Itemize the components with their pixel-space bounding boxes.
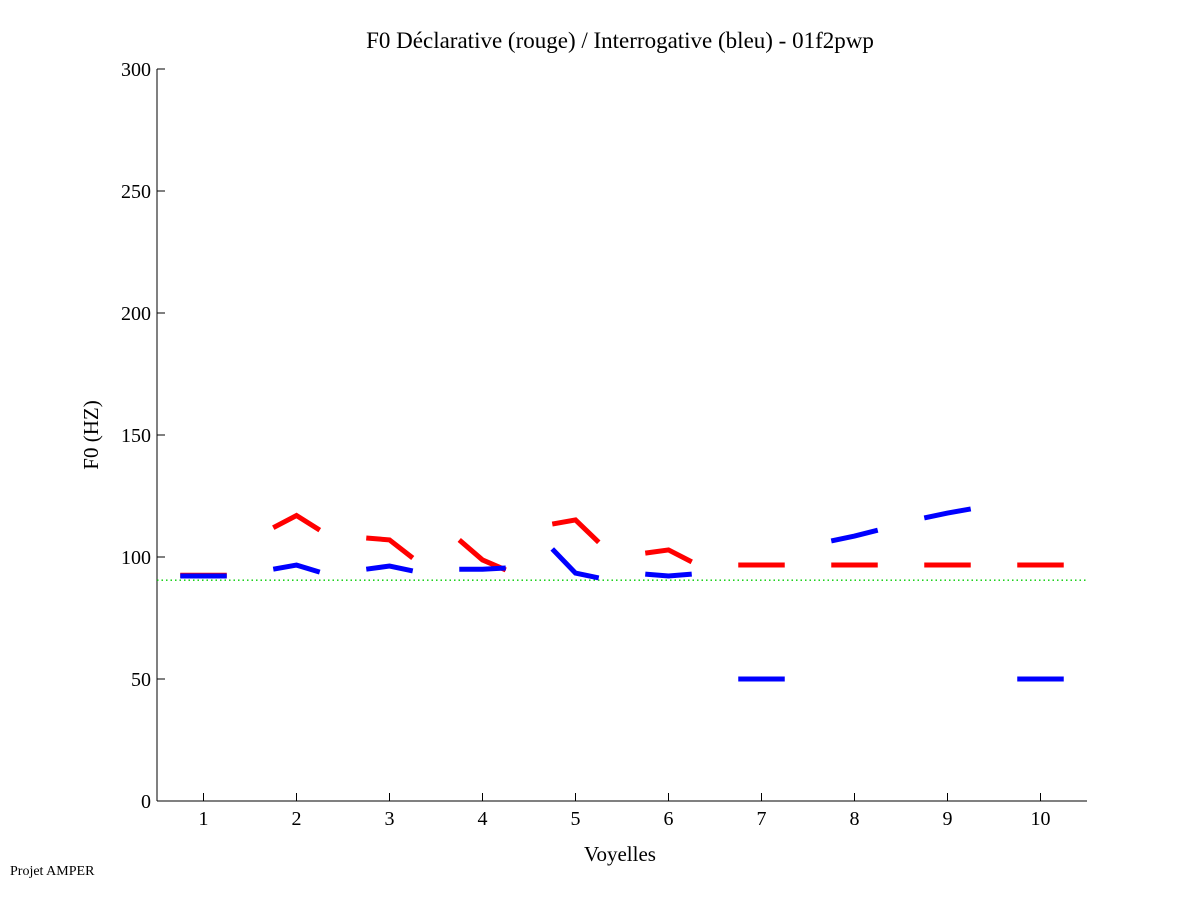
- y-tick-label: 250: [121, 181, 151, 203]
- déclarative-segment: [644, 547, 693, 565]
- interrogative-segment: [459, 565, 506, 572]
- x-axis-label: Voyelles: [584, 842, 656, 866]
- interrogative-segment: [645, 571, 692, 579]
- interrogative-segment: [550, 547, 600, 581]
- y-tick-label: 100: [121, 547, 151, 569]
- y-tick-label: 50: [131, 669, 151, 691]
- déclarative-segment: [551, 517, 601, 545]
- x-tick-label: 9: [943, 808, 953, 830]
- x-tick-label: 7: [757, 808, 767, 830]
- y-axis-label: F0 (HZ): [79, 400, 103, 469]
- x-tick-label: 6: [664, 808, 674, 830]
- x-tick-label: 1: [199, 808, 209, 830]
- déclarative-segment: [272, 512, 322, 533]
- interrogative-segment: [272, 562, 321, 575]
- x-tick-label: 10: [1031, 808, 1051, 830]
- footer-label: Projet AMPER: [10, 864, 95, 879]
- x-tick-label: 8: [850, 808, 860, 830]
- interrogative-segment: [923, 506, 972, 521]
- interrogative-segment: [830, 527, 879, 544]
- y-tick-label: 150: [121, 425, 151, 447]
- déclarative-segment: [457, 538, 507, 573]
- y-tick-label: 200: [121, 303, 151, 325]
- x-tick-label: 2: [292, 808, 302, 830]
- x-tick-label: 5: [571, 808, 581, 830]
- y-tick-label: 300: [121, 59, 151, 81]
- y-tick-label: 0: [141, 791, 151, 813]
- déclarative-segment: [366, 535, 415, 560]
- chart-title: F0 Déclarative (rouge) / Interrogative (…: [366, 28, 874, 53]
- interrogative-segment: [365, 563, 414, 574]
- x-tick-label: 4: [478, 808, 488, 830]
- x-tick-label: 3: [385, 808, 395, 830]
